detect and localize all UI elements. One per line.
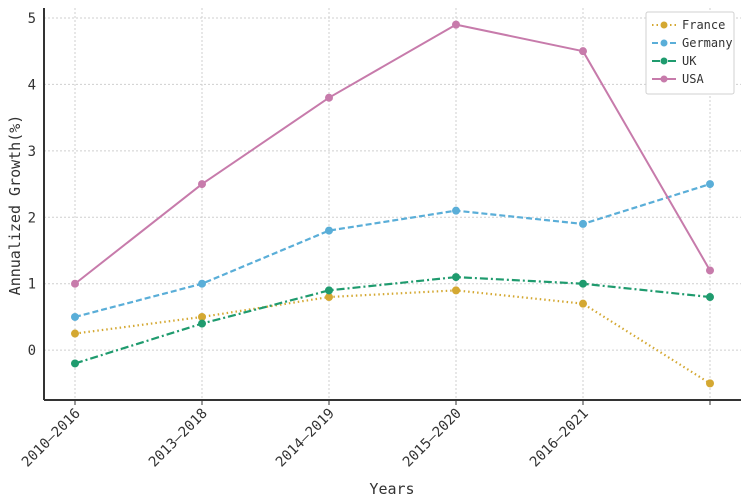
- data-point-uk: [452, 273, 460, 282]
- legend-marker-france: [660, 21, 668, 29]
- series-line-uk: [74, 275, 711, 365]
- legend-label-uk: UK: [682, 54, 697, 68]
- series-line-france: [74, 289, 711, 385]
- data-point-usa: [198, 180, 206, 189]
- y-tick-label: 4: [28, 77, 36, 93]
- x-tick-label: 2014—2019: [273, 406, 338, 471]
- y-axis-title: Annualized Growth(%): [6, 115, 24, 296]
- data-point-germany: [452, 206, 460, 215]
- y-tick-label: 1: [28, 277, 36, 293]
- data-point-usa: [706, 266, 714, 275]
- data-point-uk: [71, 359, 79, 368]
- series-uk: [71, 273, 714, 368]
- x-tick-label: 2016—2021: [527, 406, 592, 471]
- data-point-usa: [71, 279, 79, 288]
- data-point-usa: [325, 93, 333, 102]
- y-tick-label: 3: [28, 144, 36, 160]
- legend-label-germany: Germany: [682, 36, 733, 50]
- data-point-france: [452, 286, 460, 295]
- legend-marker-germany: [660, 39, 668, 47]
- data-point-uk: [579, 279, 587, 288]
- y-tick-label: 2: [28, 210, 36, 226]
- x-tick-label: 2010—2016: [19, 406, 84, 471]
- data-point-uk: [706, 293, 714, 302]
- legend: France Germany UK USA: [645, 11, 735, 95]
- series-layer: [71, 20, 714, 388]
- data-point-germany: [198, 279, 206, 288]
- x-tick-label: 2015—2020: [400, 406, 465, 471]
- data-point-france: [71, 329, 79, 338]
- series-line-usa: [74, 23, 711, 285]
- data-point-germany: [579, 219, 587, 228]
- legend-box: [645, 11, 735, 95]
- x-axis-title: Years: [369, 480, 414, 498]
- data-point-germany: [706, 180, 714, 189]
- data-point-germany: [71, 312, 79, 321]
- data-point-france: [325, 293, 333, 302]
- y-tick-label: 0: [28, 343, 36, 359]
- y-tick-label: 5: [28, 11, 36, 27]
- data-point-france: [198, 312, 206, 321]
- legend-marker-usa: [660, 75, 668, 83]
- legend-marker-uk: [660, 57, 668, 65]
- data-point-france: [706, 379, 714, 388]
- series-usa: [71, 20, 714, 288]
- data-point-germany: [325, 226, 333, 235]
- series-france: [71, 286, 714, 388]
- data-point-uk: [325, 286, 333, 295]
- data-point-usa: [579, 47, 587, 56]
- data-point-france: [579, 299, 587, 308]
- x-tick-label: 2013—2018: [146, 406, 211, 471]
- legend-label-france: France: [682, 18, 725, 32]
- series-germany: [71, 180, 714, 321]
- axes-layer: 0 1 2 3 4 5 2010—2016 2013—2018 2014—2019 2015—20…: [19, 8, 741, 470]
- legend-label-usa: USA: [682, 72, 704, 86]
- data-point-usa: [452, 20, 460, 29]
- series-line-germany: [74, 183, 711, 319]
- data-point-uk: [198, 319, 206, 328]
